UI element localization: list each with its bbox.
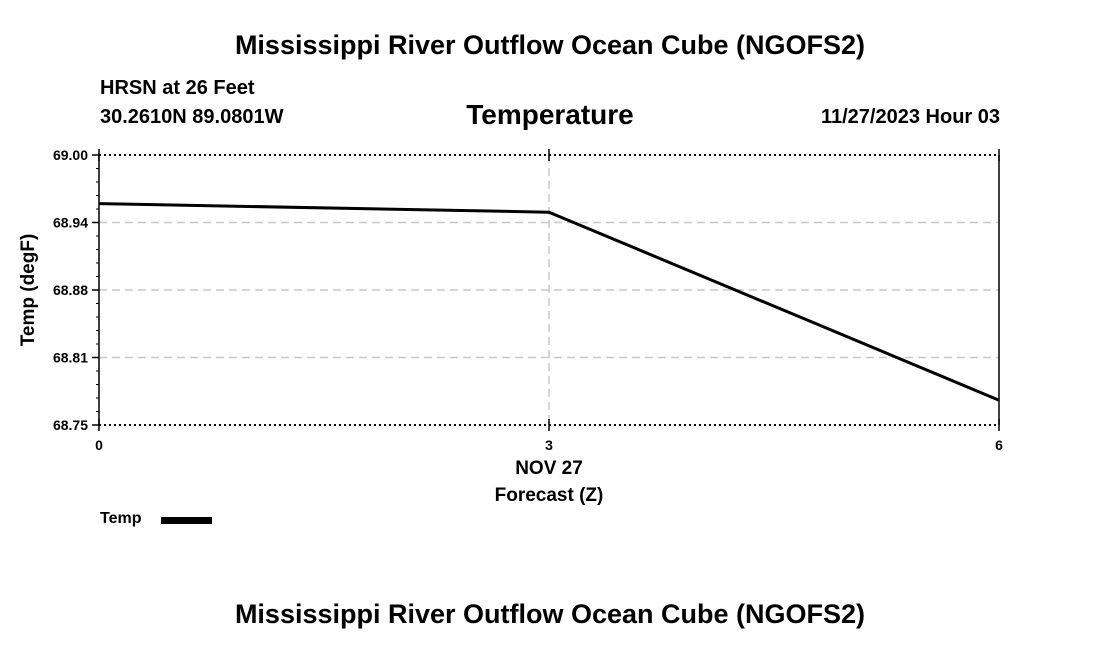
legend-swatch [161, 517, 212, 524]
x-tick-label: 6 [995, 437, 1003, 453]
y-axis-title: Temp (degF) [18, 234, 39, 347]
legend-label: Temp [100, 510, 142, 527]
x-tick-label: 0 [95, 437, 103, 453]
series-layer [98, 202, 1000, 402]
chart-title: Temperature [466, 99, 634, 130]
coordinates-label: 30.2610N 89.0801W [100, 106, 284, 128]
y-tick-label: 68.75 [53, 417, 88, 433]
grid-layer [99, 155, 999, 425]
tick-labels: 68.75 68.81 68.88 68.94 69.00 0 3 6 [53, 147, 1003, 453]
x-tick-label: 3 [545, 437, 553, 453]
footer-title: Mississippi River Outflow Ocean Cube (NG… [234, 599, 866, 629]
station-label: HRSN at 26 Feet [100, 77, 255, 99]
y-tick-label: 68.88 [53, 282, 88, 298]
y-tick-label: 69.00 [53, 147, 88, 163]
x-date-label: NOV 27 [515, 458, 583, 479]
y-tick-label: 68.94 [53, 215, 88, 231]
page-title: Mississippi River Outflow Ocean Cube (NG… [234, 30, 866, 60]
datetime-label: 11/27/2023 Hour 03 [820, 106, 1000, 128]
x-axis-title: Forecast (Z) [495, 485, 604, 506]
y-tick-label: 68.81 [53, 350, 88, 366]
axis-ticks [92, 149, 1000, 431]
